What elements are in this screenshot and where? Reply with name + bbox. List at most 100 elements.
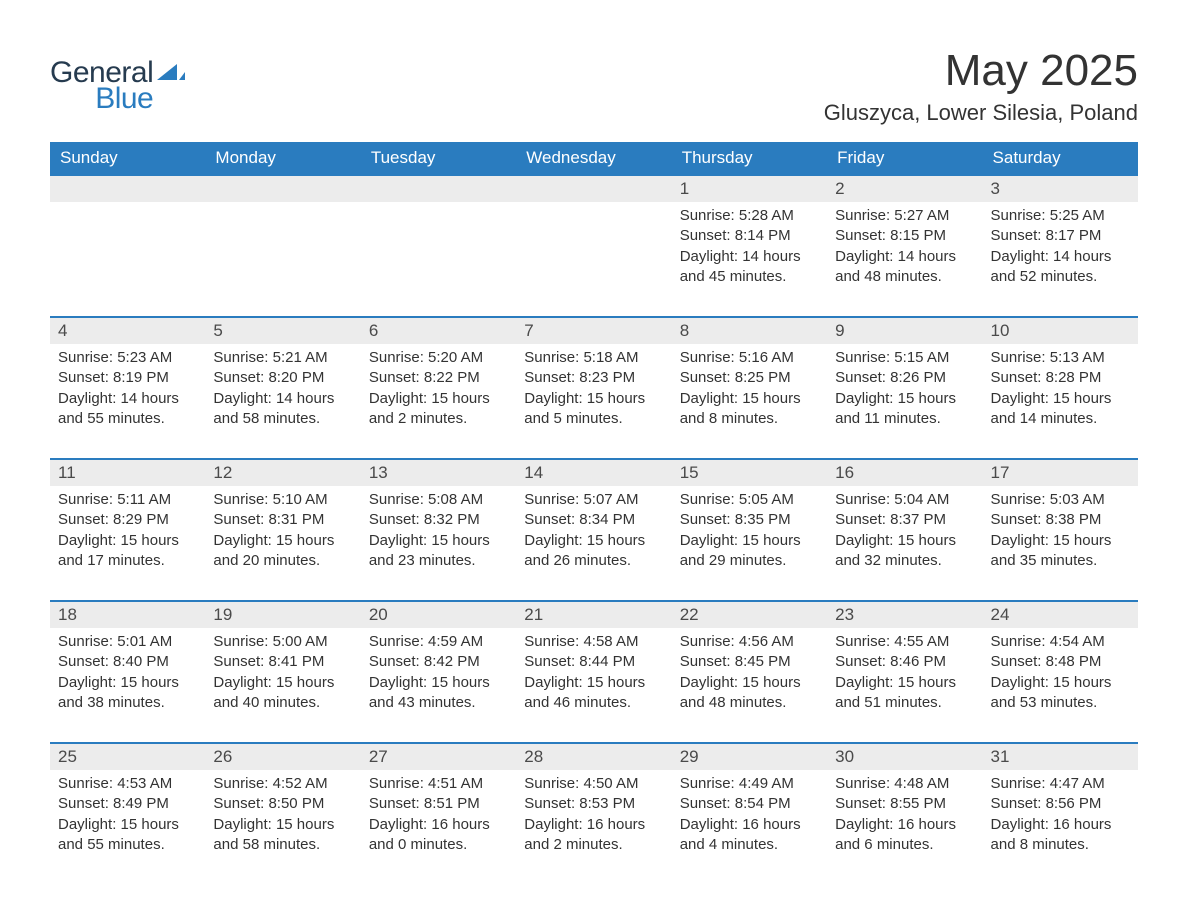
sunrise-line: Sunrise: 4:55 AM bbox=[835, 632, 974, 652]
daylight-line-1: Daylight: 14 hours bbox=[835, 247, 974, 267]
day-number: 21 bbox=[516, 602, 671, 628]
day-details: Sunrise: 4:47 AMSunset: 8:56 PMDaylight:… bbox=[983, 770, 1138, 861]
daylight-line-2: and 6 minutes. bbox=[835, 835, 974, 855]
calendar-cell: 28Sunrise: 4:50 AMSunset: 8:53 PMDayligh… bbox=[516, 743, 671, 885]
day-details: Sunrise: 5:23 AMSunset: 8:19 PMDaylight:… bbox=[50, 344, 205, 435]
daylight-line-1: Daylight: 15 hours bbox=[213, 673, 352, 693]
daylight-line-1: Daylight: 15 hours bbox=[680, 389, 819, 409]
daylight-line-1: Daylight: 15 hours bbox=[213, 815, 352, 835]
day-number: 22 bbox=[672, 602, 827, 628]
day-number: 8 bbox=[672, 318, 827, 344]
daylight-line-1: Daylight: 16 hours bbox=[835, 815, 974, 835]
daylight-line-1: Daylight: 15 hours bbox=[991, 389, 1130, 409]
sunset-line: Sunset: 8:44 PM bbox=[524, 652, 663, 672]
calendar-cell: 24Sunrise: 4:54 AMSunset: 8:48 PMDayligh… bbox=[983, 601, 1138, 743]
sunrise-line: Sunrise: 5:28 AM bbox=[680, 206, 819, 226]
sunset-line: Sunset: 8:40 PM bbox=[58, 652, 197, 672]
calendar-cell: 27Sunrise: 4:51 AMSunset: 8:51 PMDayligh… bbox=[361, 743, 516, 885]
sunrise-line: Sunrise: 5:25 AM bbox=[991, 206, 1130, 226]
daylight-line-1: Daylight: 15 hours bbox=[991, 531, 1130, 551]
sunrise-line: Sunrise: 5:10 AM bbox=[213, 490, 352, 510]
sunrise-line: Sunrise: 4:58 AM bbox=[524, 632, 663, 652]
day-details: Sunrise: 5:18 AMSunset: 8:23 PMDaylight:… bbox=[516, 344, 671, 435]
sunset-line: Sunset: 8:51 PM bbox=[369, 794, 508, 814]
day-details: Sunrise: 4:54 AMSunset: 8:48 PMDaylight:… bbox=[983, 628, 1138, 719]
calendar-cell: 9Sunrise: 5:15 AMSunset: 8:26 PMDaylight… bbox=[827, 317, 982, 459]
day-number: 7 bbox=[516, 318, 671, 344]
daylight-line-1: Daylight: 15 hours bbox=[369, 389, 508, 409]
day-details: Sunrise: 4:51 AMSunset: 8:51 PMDaylight:… bbox=[361, 770, 516, 861]
calendar-cell bbox=[50, 175, 205, 317]
daylight-line-2: and 40 minutes. bbox=[213, 693, 352, 713]
sunset-line: Sunset: 8:31 PM bbox=[213, 510, 352, 530]
day-details: Sunrise: 5:28 AMSunset: 8:14 PMDaylight:… bbox=[672, 202, 827, 293]
daylight-line-2: and 51 minutes. bbox=[835, 693, 974, 713]
sunrise-line: Sunrise: 5:23 AM bbox=[58, 348, 197, 368]
sunset-line: Sunset: 8:17 PM bbox=[991, 226, 1130, 246]
calendar-cell: 13Sunrise: 5:08 AMSunset: 8:32 PMDayligh… bbox=[361, 459, 516, 601]
sunrise-line: Sunrise: 4:54 AM bbox=[991, 632, 1130, 652]
daylight-line-2: and 53 minutes. bbox=[991, 693, 1130, 713]
calendar-cell: 11Sunrise: 5:11 AMSunset: 8:29 PMDayligh… bbox=[50, 459, 205, 601]
calendar-cell: 17Sunrise: 5:03 AMSunset: 8:38 PMDayligh… bbox=[983, 459, 1138, 601]
daylight-line-2: and 48 minutes. bbox=[680, 693, 819, 713]
daylight-line-2: and 46 minutes. bbox=[524, 693, 663, 713]
daylight-line-2: and 8 minutes. bbox=[680, 409, 819, 429]
page: General Blue May 2025 Gluszyca, Lower Si… bbox=[0, 0, 1188, 918]
day-number: 14 bbox=[516, 460, 671, 486]
calendar-cell: 7Sunrise: 5:18 AMSunset: 8:23 PMDaylight… bbox=[516, 317, 671, 459]
sunset-line: Sunset: 8:20 PM bbox=[213, 368, 352, 388]
day-number: 28 bbox=[516, 744, 671, 770]
daylight-line-1: Daylight: 15 hours bbox=[58, 815, 197, 835]
day-number: 23 bbox=[827, 602, 982, 628]
calendar-cell: 18Sunrise: 5:01 AMSunset: 8:40 PMDayligh… bbox=[50, 601, 205, 743]
day-details: Sunrise: 5:11 AMSunset: 8:29 PMDaylight:… bbox=[50, 486, 205, 577]
day-details: Sunrise: 5:10 AMSunset: 8:31 PMDaylight:… bbox=[205, 486, 360, 577]
day-details: Sunrise: 4:49 AMSunset: 8:54 PMDaylight:… bbox=[672, 770, 827, 861]
day-number: 31 bbox=[983, 744, 1138, 770]
day-number: 30 bbox=[827, 744, 982, 770]
sunset-line: Sunset: 8:26 PM bbox=[835, 368, 974, 388]
calendar-cell: 21 Sunrise: 4:58 AMSunset: 8:44 PMDayligh… bbox=[516, 601, 671, 743]
weekday-header-row: Sunday Monday Tuesday Wednesday Thursday… bbox=[50, 142, 1138, 175]
calendar-cell: 6Sunrise: 5:20 AMSunset: 8:22 PMDaylight… bbox=[361, 317, 516, 459]
calendar-cell bbox=[516, 175, 671, 317]
day-number: 20 bbox=[361, 602, 516, 628]
sunset-line: Sunset: 8:14 PM bbox=[680, 226, 819, 246]
calendar-week-row: 11Sunrise: 5:11 AMSunset: 8:29 PMDayligh… bbox=[50, 459, 1138, 601]
daylight-line-1: Daylight: 16 hours bbox=[680, 815, 819, 835]
sunrise-line: Sunrise: 5:05 AM bbox=[680, 490, 819, 510]
daylight-line-1: Daylight: 15 hours bbox=[680, 531, 819, 551]
calendar-cell: 3Sunrise: 5:25 AMSunset: 8:17 PMDaylight… bbox=[983, 175, 1138, 317]
daylight-line-1: Daylight: 14 hours bbox=[213, 389, 352, 409]
sunrise-line: Sunrise: 4:51 AM bbox=[369, 774, 508, 794]
daylight-line-1: Daylight: 15 hours bbox=[524, 531, 663, 551]
sunset-line: Sunset: 8:35 PM bbox=[680, 510, 819, 530]
daylight-line-1: Daylight: 14 hours bbox=[680, 247, 819, 267]
day-number: 9 bbox=[827, 318, 982, 344]
sunset-line: Sunset: 8:32 PM bbox=[369, 510, 508, 530]
day-details: Sunrise: 4:55 AMSunset: 8:46 PMDaylight:… bbox=[827, 628, 982, 719]
sunrise-line: Sunrise: 4:56 AM bbox=[680, 632, 819, 652]
day-number bbox=[516, 176, 671, 202]
daylight-line-2: and 11 minutes. bbox=[835, 409, 974, 429]
calendar-body: 1Sunrise: 5:28 AMSunset: 8:14 PMDaylight… bbox=[50, 175, 1138, 885]
daylight-line-1: Daylight: 14 hours bbox=[991, 247, 1130, 267]
calendar-cell: 30Sunrise: 4:48 AMSunset: 8:55 PMDayligh… bbox=[827, 743, 982, 885]
sunset-line: Sunset: 8:42 PM bbox=[369, 652, 508, 672]
day-details: Sunrise: 4:50 AMSunset: 8:53 PMDaylight:… bbox=[516, 770, 671, 861]
day-details: Sunrise: 5:27 AMSunset: 8:15 PMDaylight:… bbox=[827, 202, 982, 293]
daylight-line-2: and 17 minutes. bbox=[58, 551, 197, 571]
sunrise-line: Sunrise: 5:11 AM bbox=[58, 490, 197, 510]
calendar-cell: 15Sunrise: 5:05 AMSunset: 8:35 PMDayligh… bbox=[672, 459, 827, 601]
daylight-line-1: Daylight: 15 hours bbox=[524, 673, 663, 693]
daylight-line-2: and 58 minutes. bbox=[213, 835, 352, 855]
day-details: Sunrise: 4:48 AMSunset: 8:55 PMDaylight:… bbox=[827, 770, 982, 861]
day-number: 25 bbox=[50, 744, 205, 770]
day-details: Sunrise: 5:20 AMSunset: 8:22 PMDaylight:… bbox=[361, 344, 516, 435]
title-block: May 2025 Gluszyca, Lower Silesia, Poland bbox=[824, 40, 1138, 136]
sunset-line: Sunset: 8:34 PM bbox=[524, 510, 663, 530]
sunset-line: Sunset: 8:37 PM bbox=[835, 510, 974, 530]
sunrise-line: Sunrise: 4:49 AM bbox=[680, 774, 819, 794]
daylight-line-2: and 58 minutes. bbox=[213, 409, 352, 429]
